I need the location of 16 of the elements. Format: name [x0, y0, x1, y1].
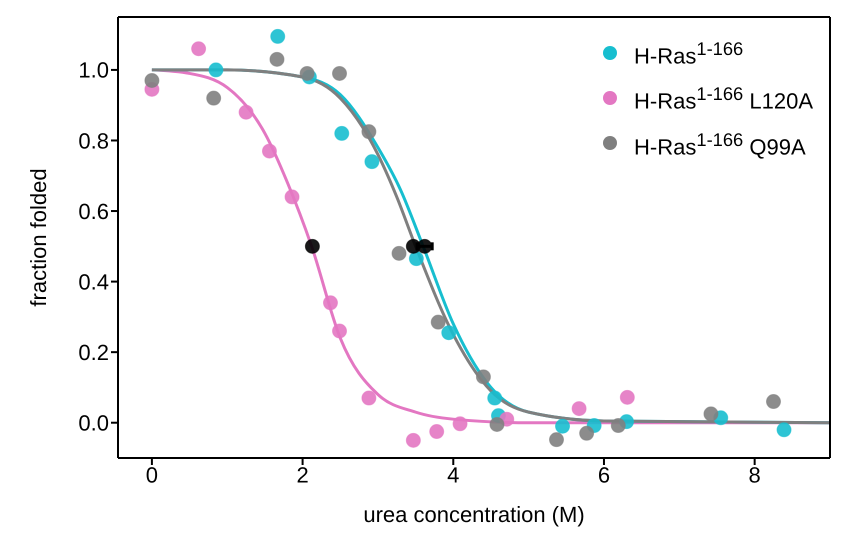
legend-label: H-Ras$^{1-166}$ Q99A — [634, 128, 806, 161]
y-tick-label: 0.4 — [78, 269, 109, 294]
x-axis-title: urea concentration (M) — [363, 502, 585, 527]
legend-label: H-Ras$^{1-166}$ L120A — [634, 82, 813, 116]
y-axis-title: fraction folded — [26, 168, 51, 307]
legend-label: H-Ras$^{1-166}$ — [634, 37, 744, 70]
x-tick-label: 2 — [296, 462, 309, 488]
x-tick-label: 6 — [598, 462, 610, 488]
y-tick-label: 0.8 — [78, 128, 109, 154]
y-tick-label: 0.0 — [78, 410, 109, 436]
y-tick-label: 1.0 — [78, 58, 109, 83]
y-tick-label: 0.6 — [78, 198, 109, 224]
y-tick-label: 0.2 — [78, 340, 109, 365]
x-tick-label: 4 — [447, 462, 460, 488]
x-tick-label: 0 — [146, 462, 158, 488]
x-tick-label: 8 — [748, 462, 761, 488]
